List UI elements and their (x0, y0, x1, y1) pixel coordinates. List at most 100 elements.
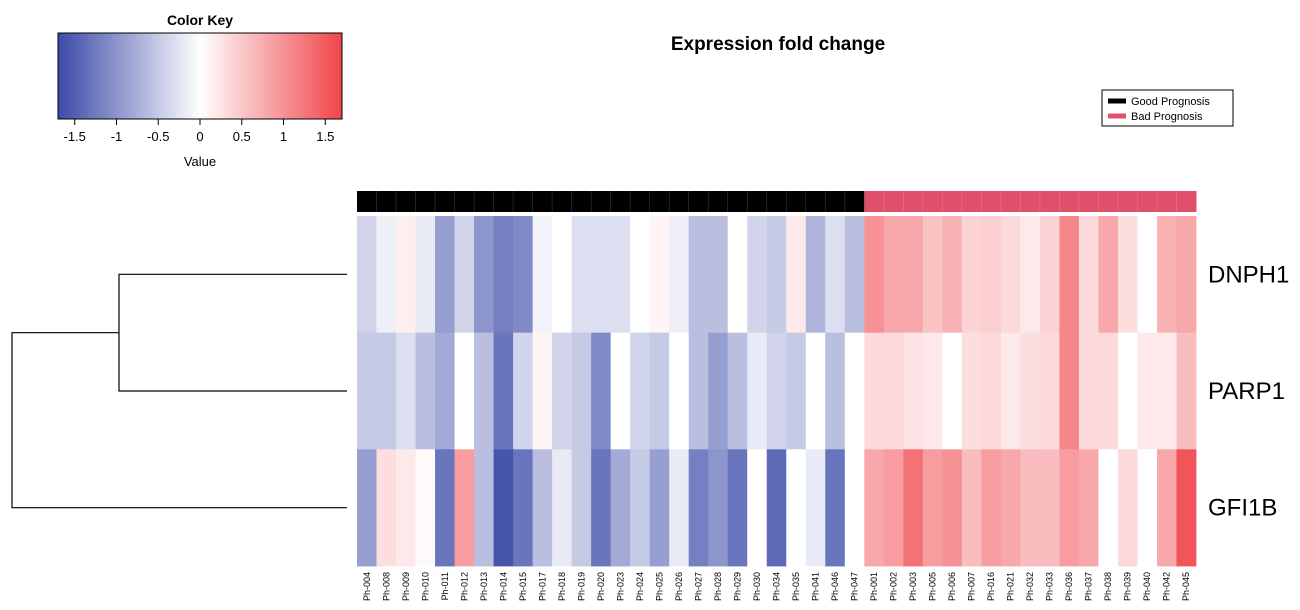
column-label: Ph-002 (889, 572, 899, 601)
heatmap-cell (747, 449, 768, 567)
heatmap-cell (552, 216, 573, 334)
heatmap-cell (903, 449, 924, 567)
heatmap-cell (669, 216, 690, 334)
column-side-color (766, 191, 787, 212)
heatmap-cell (435, 449, 455, 567)
column-side-color (454, 191, 475, 212)
column-label: Ph-010 (420, 572, 430, 601)
heatmap-cell (766, 332, 787, 450)
heatmap-cell (942, 449, 963, 567)
heatmap-cells (357, 216, 1197, 567)
heatmap-cell (415, 216, 436, 334)
heatmap-cell (961, 216, 982, 334)
column-label: Ph-034 (772, 572, 782, 601)
heatmap-cell (630, 449, 651, 567)
heatmap-cell (1078, 332, 1099, 450)
column-side-color (688, 191, 709, 212)
heatmap-cell (591, 216, 612, 334)
heatmap-cell (883, 332, 904, 450)
heatmap-cell (357, 332, 377, 450)
heatmap-cell (591, 449, 612, 567)
heatmap-cell (844, 449, 865, 567)
heatmap-cell (1000, 449, 1021, 567)
heatmap-cell (708, 449, 729, 567)
column-side-color (1117, 191, 1138, 212)
heatmap-cell (1117, 332, 1138, 450)
heatmap-cell (786, 332, 807, 450)
chart-title: Expression fold change (671, 34, 885, 55)
column-side-color (435, 191, 456, 212)
heatmap-cell (903, 216, 924, 334)
column-label: Ph-006 (947, 572, 957, 601)
column-label: Ph-024 (635, 572, 645, 601)
heatmap-cell (649, 216, 670, 334)
column-side-color (708, 191, 729, 212)
heatmap-cell (513, 216, 534, 334)
heatmap-cell (396, 332, 416, 450)
heatmap-cell (415, 449, 436, 567)
heatmap-cell (961, 332, 982, 450)
color-key-tick-label: 0.5 (233, 129, 251, 144)
heatmap-cell (1156, 216, 1177, 334)
heatmap-cell (688, 216, 709, 334)
column-side-color (1039, 191, 1060, 212)
heatmap-cell (1039, 332, 1060, 450)
heatmap-cell (357, 449, 377, 567)
column-side-color (552, 191, 573, 212)
column-side-color (844, 191, 865, 212)
column-label: Ph-033 (1045, 572, 1055, 601)
column-label: Ph-035 (791, 572, 801, 601)
column-label: Ph-045 (1181, 572, 1191, 601)
heatmap-cell (942, 216, 963, 334)
heatmap-cell (688, 449, 709, 567)
heatmap-cell (415, 332, 436, 450)
heatmap-cell (610, 332, 631, 450)
column-side-color (1059, 191, 1080, 212)
column-label: Ph-003 (908, 572, 918, 601)
heatmap-cell (844, 216, 865, 334)
heatmap-cell (864, 216, 885, 334)
heatmap-cell (1176, 332, 1197, 450)
heatmap-cell (1020, 332, 1041, 450)
heatmap-cell (493, 332, 514, 450)
column-label: Ph-027 (693, 572, 703, 601)
heatmap-cell (1098, 216, 1119, 334)
column-side-color (903, 191, 924, 212)
heatmap-cell (649, 332, 670, 450)
heatmap-cell (805, 449, 826, 567)
column-label: Ph-041 (811, 572, 821, 601)
heatmap-cell (552, 449, 573, 567)
heatmap-cell (610, 449, 631, 567)
column-label: Ph-032 (1025, 572, 1035, 601)
heatmap-cell (1059, 332, 1080, 450)
heatmap-cell (396, 216, 416, 334)
heatmap-cell (1156, 332, 1177, 450)
heatmap-cell (786, 449, 807, 567)
column-label: Ph-001 (869, 572, 879, 601)
heatmap-cell (493, 449, 514, 567)
legend-label: Good Prognosis (1131, 96, 1210, 108)
column-side-color (1137, 191, 1158, 212)
column-side-color (649, 191, 670, 212)
heatmap-cell (961, 449, 982, 567)
heatmap-cell (357, 216, 377, 334)
heatmap-cell (747, 332, 768, 450)
column-side-color (825, 191, 846, 212)
column-side-color (474, 191, 495, 212)
heatmap-cell (864, 449, 885, 567)
column-side-color (415, 191, 436, 212)
heatmap-cell (376, 332, 397, 450)
heatmap-cell (825, 449, 846, 567)
column-side-color (727, 191, 748, 212)
heatmap-cell (591, 332, 612, 450)
heatmap-cell (1137, 332, 1158, 450)
column-label: Ph-004 (362, 572, 372, 601)
heatmap-cell (766, 449, 787, 567)
row-labels: DNPH1 PARP1 GFI1B (1208, 261, 1289, 521)
column-side-color (357, 191, 378, 212)
column-label: Ph-028 (713, 572, 723, 601)
heatmap-cell (942, 332, 963, 450)
heatmap-cell (747, 216, 768, 334)
heatmap-cell (630, 216, 651, 334)
heatmap-cell (513, 449, 534, 567)
